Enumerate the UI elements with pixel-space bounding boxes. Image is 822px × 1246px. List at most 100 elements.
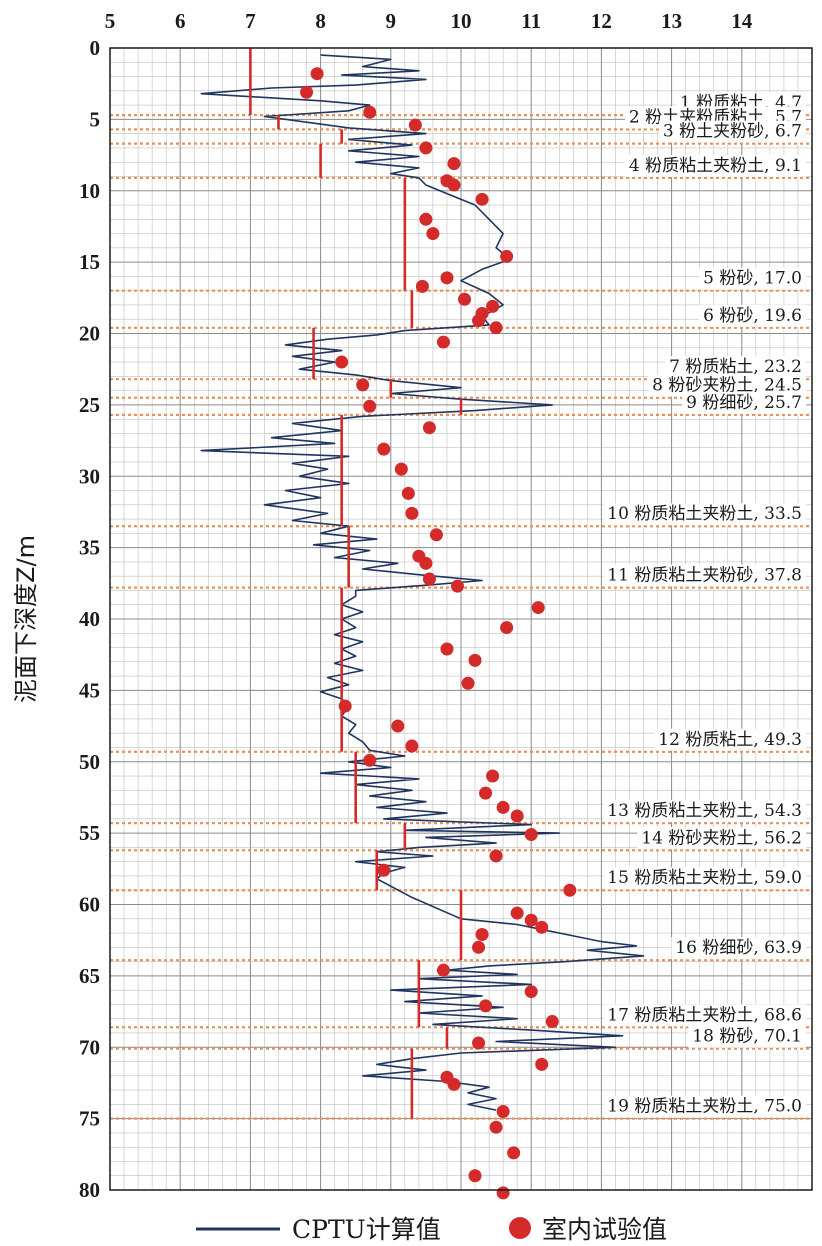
layer-label: 10 粉质粘土夹粉土, 33.5 (607, 504, 802, 524)
lab-point (408, 118, 422, 132)
layer-label: 6 粉砂, 19.6 (703, 306, 802, 326)
lab-point (489, 849, 503, 863)
lab-point (447, 157, 461, 171)
layer-label-bg (603, 800, 806, 823)
lab-point (363, 105, 377, 119)
lab-point (510, 906, 524, 920)
layer-label-bg (624, 154, 806, 177)
y-axis-label: 泥面下深度Z/m (12, 535, 40, 703)
layer-label: 18 粉砂, 70.1 (692, 1027, 802, 1047)
x-tick-label: 10 (451, 9, 472, 33)
layer-label-bg (648, 374, 806, 397)
y-tick-label: 80 (79, 1178, 100, 1202)
y-tick-label: 25 (79, 393, 100, 417)
y-tick-label: 65 (79, 964, 100, 988)
x-tick-label: 9 (386, 9, 397, 33)
layer-label-bg (637, 827, 806, 850)
lab-point (535, 920, 549, 934)
lab-point (475, 927, 489, 941)
y-tick-label: 70 (79, 1035, 100, 1059)
lab-point (415, 279, 429, 293)
lab-point (486, 299, 500, 313)
y-tick-label: 50 (79, 750, 100, 774)
layer-label-bg (671, 937, 806, 960)
y-tick-label: 10 (79, 179, 100, 203)
legend-cptu-label: CPTU计算值 (292, 1215, 441, 1244)
y-tick-label: 45 (79, 678, 100, 702)
lab-point (300, 85, 314, 99)
x-tick-label: 13 (661, 9, 682, 33)
lab-point (391, 719, 405, 733)
layer-label-bg (665, 356, 806, 379)
layer-label-bg (603, 867, 806, 890)
layer-label-bg (699, 304, 806, 327)
lab-point (429, 528, 443, 542)
lab-point (531, 601, 545, 615)
lab-point (419, 556, 433, 570)
lab-point (486, 769, 500, 783)
lab-point (479, 786, 493, 800)
lab-point (475, 192, 489, 206)
lab-point (479, 999, 493, 1013)
lab-point (472, 940, 486, 954)
lab-point (535, 1057, 549, 1071)
layer-label-bg (603, 1004, 806, 1027)
x-tick-label: 8 (315, 9, 326, 33)
lab-point (500, 621, 514, 635)
lab-point (440, 642, 454, 656)
layer-label: 14 粉砂夹粉土, 56.2 (641, 828, 802, 848)
layer-label: 12 粉质粘土, 49.3 (658, 730, 802, 750)
x-tick-label: 6 (175, 9, 186, 33)
x-tick-label: 11 (521, 9, 541, 33)
x-tick-label: 12 (591, 9, 612, 33)
lab-point (472, 314, 486, 328)
lab-point (426, 227, 440, 241)
lab-point (422, 421, 436, 435)
layer-label: 5 粉砂, 17.0 (703, 269, 802, 289)
x-tick-labels: 5 6 7 8 9 10 11 12 13 14 (105, 9, 753, 33)
lab-point (468, 653, 482, 667)
lab-point (436, 963, 450, 977)
cptu-series-line (200, 54, 645, 1111)
lab-point (496, 800, 510, 814)
layer-label-bg (603, 503, 806, 526)
layer-label: 17 粉质粘土夹粉土, 68.6 (607, 1005, 802, 1025)
layer-label-bg (658, 120, 806, 143)
layer-label: 3 粉土夹粉砂, 6.7 (663, 122, 802, 142)
lab-point (419, 141, 433, 155)
layer-label: 4 粉质粘土夹粉土, 9.1 (629, 156, 802, 176)
lab-point (447, 1077, 461, 1091)
lab-point (563, 883, 577, 897)
lab-point (377, 863, 391, 877)
lab-point (401, 486, 415, 500)
lab-point (489, 1120, 503, 1134)
layer-label: 11 粉质粘土夹粉砂, 37.8 (607, 566, 802, 586)
y-tick-label: 75 (79, 1107, 100, 1131)
lab-point (422, 572, 436, 586)
x-tick-label: 7 (245, 9, 256, 33)
lab-point (377, 442, 391, 456)
x-tick-label: 14 (731, 9, 753, 33)
layer-label-bg (603, 1095, 806, 1118)
y-tick-labels: 0 5 10 15 20 25 30 35 40 45 50 55 60 65 70 75 80 (79, 36, 100, 1202)
layer-label-bg (603, 564, 806, 587)
lab-point (545, 1015, 559, 1029)
lab-point (489, 321, 503, 335)
y-tick-label: 20 (79, 322, 100, 346)
y-tick-label: 35 (79, 536, 100, 560)
y-tick-label: 0 (90, 36, 101, 60)
lab-point (510, 809, 524, 823)
layer-label: 15 粉质粘土夹粉土, 59.0 (607, 868, 802, 888)
plot-frame (109, 47, 813, 1191)
y-tick-label: 60 (79, 893, 100, 917)
y-tick-label: 5 (90, 107, 101, 131)
y-tick-label: 30 (79, 464, 100, 488)
lab-point (472, 1036, 486, 1050)
layer-label: 13 粉质粘土夹粉土, 54.3 (607, 801, 802, 821)
lab-point (363, 399, 377, 413)
layer-label: 16 粉细砂, 63.9 (675, 938, 802, 958)
layer-average-bars (249, 48, 463, 1119)
lab-point (524, 828, 538, 842)
lab-point (363, 753, 377, 767)
lab-point (500, 249, 514, 263)
